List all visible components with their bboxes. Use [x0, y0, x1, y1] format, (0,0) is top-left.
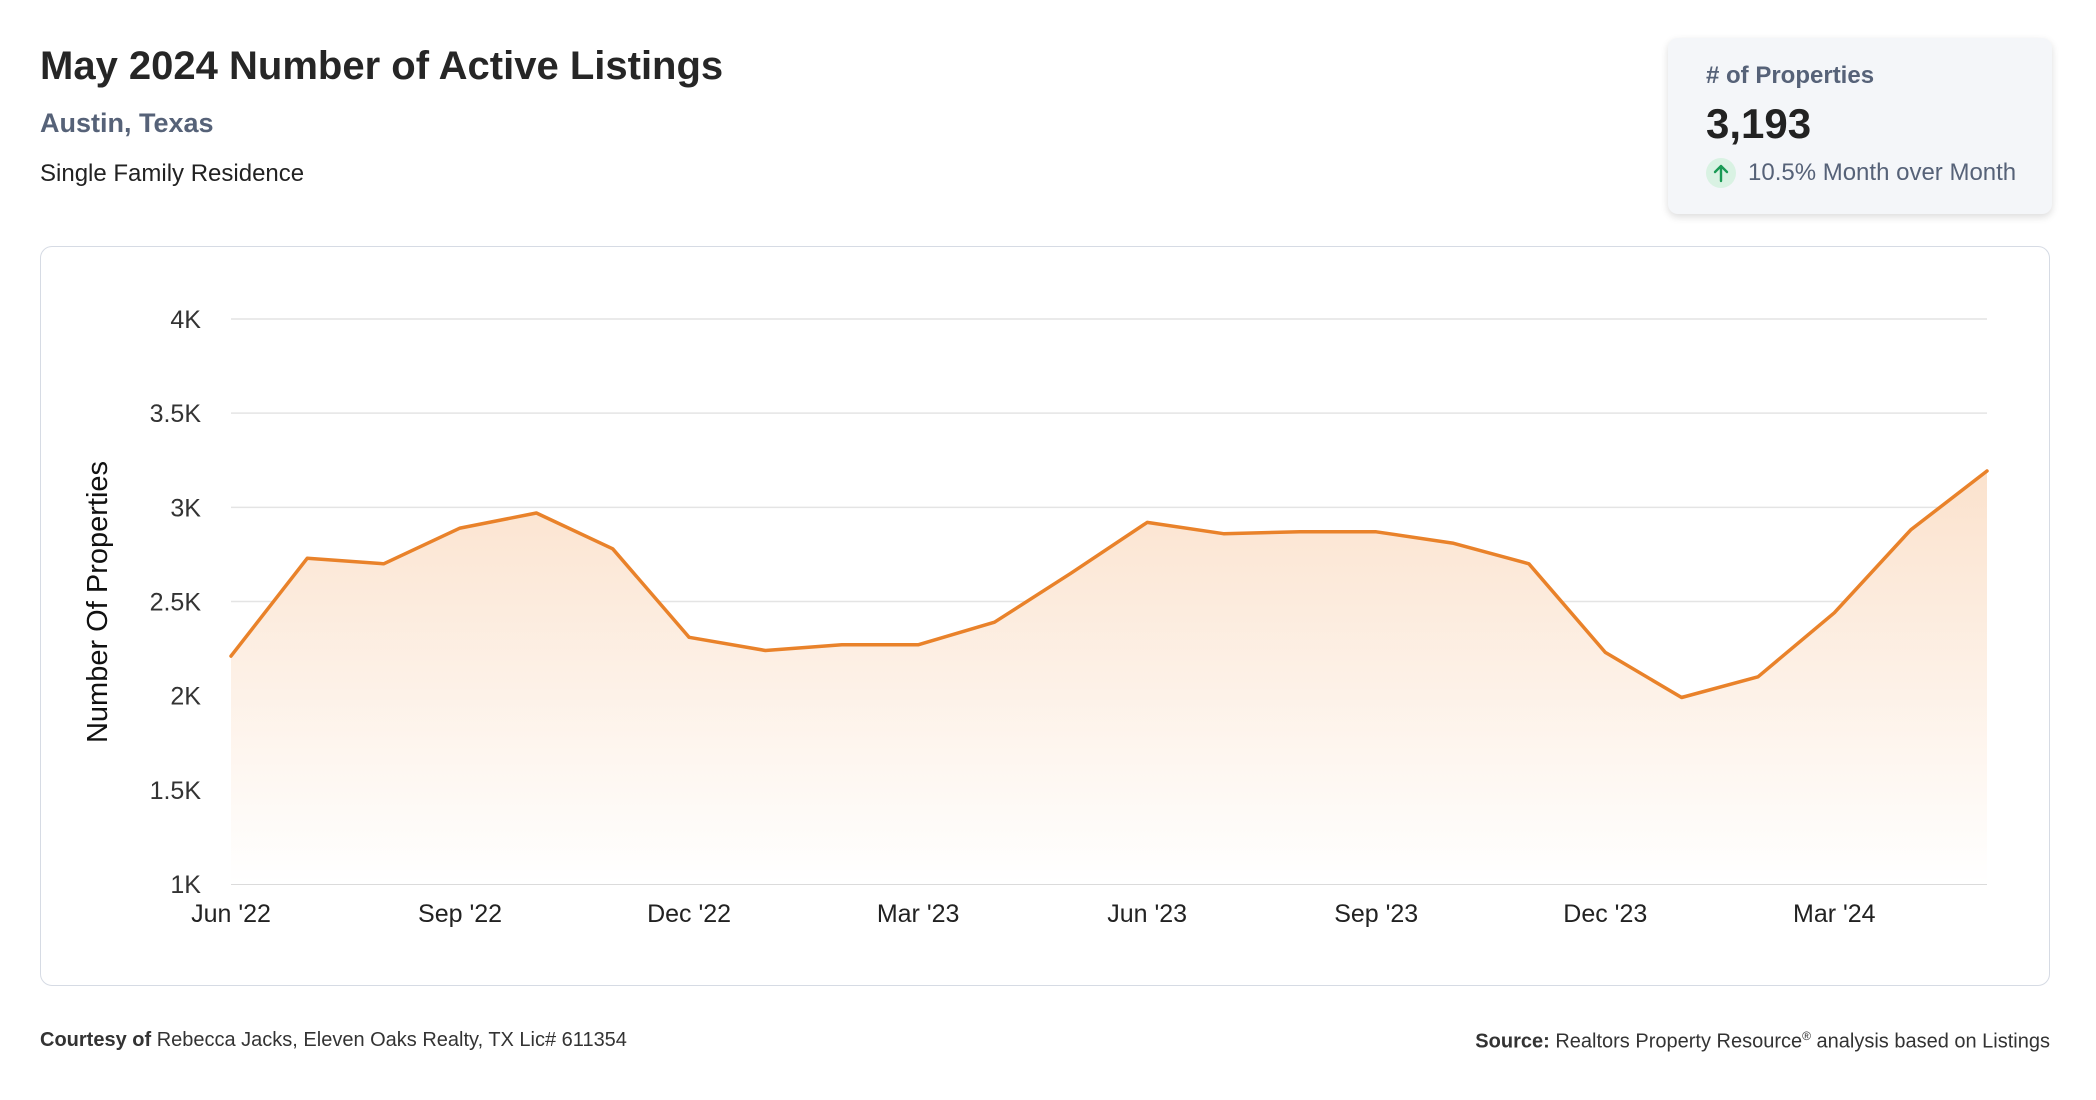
stat-label: # of Properties [1706, 62, 1875, 89]
courtesy-text: Rebecca Jacks, Eleven Oaks Realty, TX Li… [156, 1029, 627, 1051]
series-line [229, 469, 1989, 700]
source-rest: analysis based on Listings [1816, 1030, 2050, 1053]
stat-change-text: 10.5% Month over Month [1748, 159, 2017, 186]
footer-source: Source: Realtors Property Resource® anal… [1475, 1029, 2050, 1054]
up-arrow-icon [1706, 158, 1736, 188]
y-axis-label: Number Of Properties [82, 461, 114, 743]
y-tick-label: 3K [170, 494, 201, 522]
page-title: May 2024 Number of Active Listings [40, 44, 724, 88]
y-tick-label: 1K [170, 871, 201, 899]
x-tick-label: Jun '23 [1107, 900, 1187, 928]
courtesy-label: Courtesy of [40, 1029, 152, 1051]
x-tick-label: Dec '22 [647, 900, 731, 928]
y-tick-label: 1.5K [150, 777, 202, 805]
x-tick-label: Sep '23 [1334, 900, 1418, 928]
x-tick-label: Jun '22 [191, 900, 271, 928]
y-tick-label: 2.5K [150, 589, 202, 617]
x-tick-label: Dec '23 [1563, 900, 1647, 928]
x-tick-label: Mar '23 [877, 900, 960, 928]
footer-courtesy: Courtesy of Rebecca Jacks, Eleven Oaks R… [40, 1029, 627, 1052]
stat-card: # of Properties 3,193 10.5% Month over M… [1668, 38, 2052, 214]
y-tick-label: 4K [170, 306, 201, 334]
line-chart: 1K 1.5K 2K 2.5K 3K 3.5K 4K Jun '22 Sep '22 Dec '… [82, 306, 1989, 928]
source-name: Realtors Property Resource [1555, 1030, 1803, 1053]
source-label: Source: [1475, 1030, 1550, 1053]
y-tick-label: 3.5K [150, 400, 202, 428]
y-tick-label: 2K [170, 683, 201, 711]
property-type-label: Single Family Residence [40, 160, 305, 187]
series-area [231, 471, 1987, 884]
x-tick-label: Sep '22 [418, 900, 502, 928]
registered-mark: ® [1802, 1029, 1811, 1043]
location-label: Austin, Texas [40, 108, 214, 138]
stat-value: 3,193 [1706, 100, 1812, 147]
stat-change: 10.5% Month over Month [1706, 158, 2052, 188]
x-tick-label: Mar '24 [1793, 900, 1876, 928]
chart-container: 1K 1.5K 2K 2.5K 3K 3.5K 4K Jun '22 Sep '22 Dec '… [40, 246, 2050, 986]
